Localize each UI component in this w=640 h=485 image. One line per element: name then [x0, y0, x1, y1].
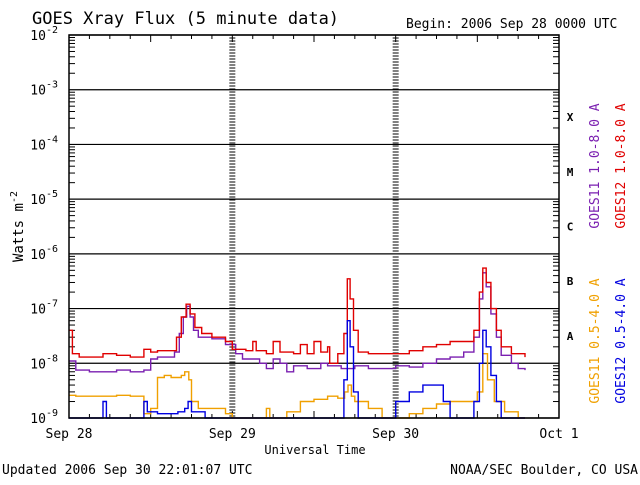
x-tick-label: Sep 28 [46, 427, 93, 442]
plot-area [68, 34, 560, 419]
y-tick-label: 10-5 [30, 189, 58, 208]
series-line-2 [69, 267, 526, 364]
y-tick-label: 10-6 [30, 244, 58, 263]
legend-group: GOES11 1.0-8.0 A GOES11 0.5-4.0 A [588, 103, 603, 403]
legend-entry: GOES12 1.0-8.0 A [614, 103, 629, 228]
x-tick-label: Sep 29 [209, 427, 256, 442]
y-tick-label: 10-8 [30, 353, 58, 372]
updated-label: Updated 2006 Sep 30 22:01:07 UTC [2, 463, 252, 478]
flare-class-label: C [567, 221, 574, 234]
x-tick-label: Oct 1 [539, 427, 578, 442]
legend-entry: GOES11 1.0-8.0 A [588, 103, 603, 228]
plot-frame [68, 34, 560, 419]
begin-label: Begin: 2006 Sep 28 0000 UTC [406, 17, 617, 32]
source-label: NOAA/SEC Boulder, CO USA [450, 463, 638, 478]
y-tick-label: 10-9 [30, 408, 58, 427]
flare-class-label: A [567, 330, 574, 343]
y-axis-label: Watts m-2 [9, 191, 27, 262]
x-tick-label: Sep 30 [372, 427, 419, 442]
y-tick-label: 10-3 [30, 80, 58, 99]
x-axis-label: Universal Time [264, 443, 365, 457]
chart-title: GOES Xray Flux (5 minute data) [32, 9, 339, 29]
y-tick-label: 10-4 [30, 134, 58, 153]
flare-class-label: X [567, 111, 574, 124]
legend-entry: GOES12 0.5-4.0 A [614, 278, 629, 403]
y-tick-label: 10-7 [30, 299, 58, 318]
flare-class-label: B [567, 275, 574, 288]
flare-class-label: M [567, 166, 574, 179]
legend-entry: GOES11 0.5-4.0 A [588, 278, 603, 403]
y-tick-label: 10-2 [30, 25, 58, 44]
legend-group: GOES12 1.0-8.0 A GOES12 0.5-4.0 A [614, 103, 629, 403]
series-line-4 [69, 320, 525, 419]
